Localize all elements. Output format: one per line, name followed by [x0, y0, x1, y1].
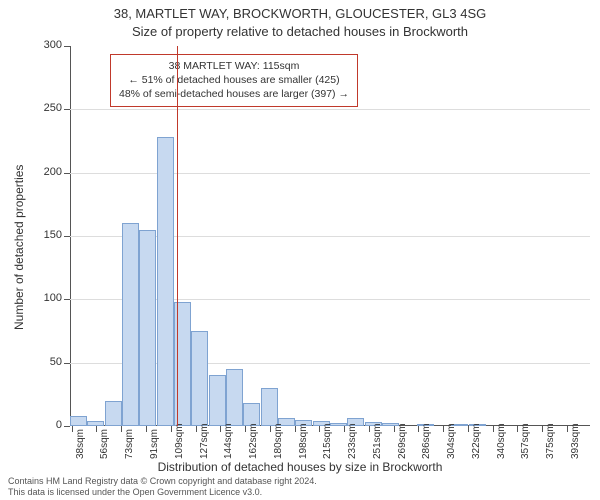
histogram-bar — [261, 388, 278, 426]
y-tick — [64, 363, 70, 364]
histogram-bar — [105, 401, 122, 426]
y-tick-label: 50 — [32, 356, 62, 368]
chart-title-sub: Size of property relative to detached ho… — [0, 24, 600, 39]
x-tick — [493, 426, 494, 432]
x-tick — [418, 426, 419, 432]
x-tick — [196, 426, 197, 432]
x-tick-label: 38sqm — [75, 429, 86, 459]
x-tick-label: 393sqm — [570, 423, 581, 459]
callout-line-2: ← 51% of detached houses are smaller (42… — [119, 73, 349, 87]
x-tick — [394, 426, 395, 432]
histogram-bar — [209, 375, 226, 426]
y-tick-label: 150 — [32, 229, 62, 241]
y-tick-label: 300 — [32, 39, 62, 51]
x-tick-label: 251sqm — [372, 423, 383, 459]
y-tick-label: 250 — [32, 102, 62, 114]
callout-line-3: 48% of semi-detached houses are larger (… — [119, 87, 349, 101]
x-tick-label: 215sqm — [322, 423, 333, 459]
histogram-bar — [122, 223, 139, 426]
x-tick — [567, 426, 568, 432]
x-tick — [295, 426, 296, 432]
histogram-bar — [226, 369, 243, 426]
x-tick — [319, 426, 320, 432]
x-tick — [369, 426, 370, 432]
grid-line — [70, 109, 590, 110]
x-tick-label: 127sqm — [199, 423, 210, 459]
x-tick-label: 233sqm — [347, 423, 358, 459]
x-tick-label: 198sqm — [298, 423, 309, 459]
x-tick-label: 269sqm — [397, 423, 408, 459]
y-tick-label: 100 — [32, 292, 62, 304]
x-tick-label: 109sqm — [174, 423, 185, 459]
y-tick-label: 200 — [32, 166, 62, 178]
x-tick-label: 322sqm — [471, 423, 482, 459]
x-tick — [517, 426, 518, 432]
x-tick-label: 56sqm — [99, 429, 110, 459]
histogram-bar — [191, 331, 208, 426]
x-tick-label: 286sqm — [421, 423, 432, 459]
x-tick-label: 375sqm — [545, 423, 556, 459]
x-tick-label: 162sqm — [248, 423, 259, 459]
histogram-bar — [70, 416, 87, 426]
y-tick — [64, 46, 70, 47]
x-tick — [468, 426, 469, 432]
y-tick — [64, 236, 70, 237]
histogram-bar — [157, 137, 174, 426]
grid-line — [70, 173, 590, 174]
callout-line-1: 38 MARTLET WAY: 115sqm — [119, 59, 349, 73]
x-tick — [344, 426, 345, 432]
property-marker-line — [177, 46, 178, 426]
x-tick-label: 73sqm — [124, 429, 135, 459]
histogram-bar — [139, 230, 156, 426]
y-tick — [64, 109, 70, 110]
x-tick-label: 357sqm — [520, 423, 531, 459]
y-tick — [64, 173, 70, 174]
x-tick — [171, 426, 172, 432]
x-tick-label: 304sqm — [446, 423, 457, 459]
x-tick — [245, 426, 246, 432]
y-tick-label: 0 — [32, 419, 62, 431]
footer-line-2: This data is licensed under the Open Gov… — [8, 487, 317, 498]
x-tick — [542, 426, 543, 432]
chart-title-main: 38, MARTLET WAY, BROCKWORTH, GLOUCESTER,… — [0, 6, 600, 21]
y-tick — [64, 426, 70, 427]
footer-line-1: Contains HM Land Registry data © Crown c… — [8, 476, 317, 487]
x-tick-label: 91sqm — [149, 429, 160, 459]
marker-callout: 38 MARTLET WAY: 115sqm ← 51% of detached… — [110, 54, 358, 107]
x-tick-label: 180sqm — [273, 423, 284, 459]
x-tick — [96, 426, 97, 432]
x-tick — [121, 426, 122, 432]
chart-plot-area: 38 MARTLET WAY: 115sqm ← 51% of detached… — [70, 46, 590, 426]
x-tick-label: 144sqm — [223, 423, 234, 459]
x-tick — [270, 426, 271, 432]
x-tick — [443, 426, 444, 432]
y-axis-title: Number of detached properties — [12, 165, 26, 330]
x-tick-label: 340sqm — [496, 423, 507, 459]
x-tick — [72, 426, 73, 432]
y-tick — [64, 299, 70, 300]
x-axis-title: Distribution of detached houses by size … — [0, 460, 600, 474]
footer-attribution: Contains HM Land Registry data © Crown c… — [8, 476, 317, 499]
x-tick — [146, 426, 147, 432]
x-tick — [220, 426, 221, 432]
